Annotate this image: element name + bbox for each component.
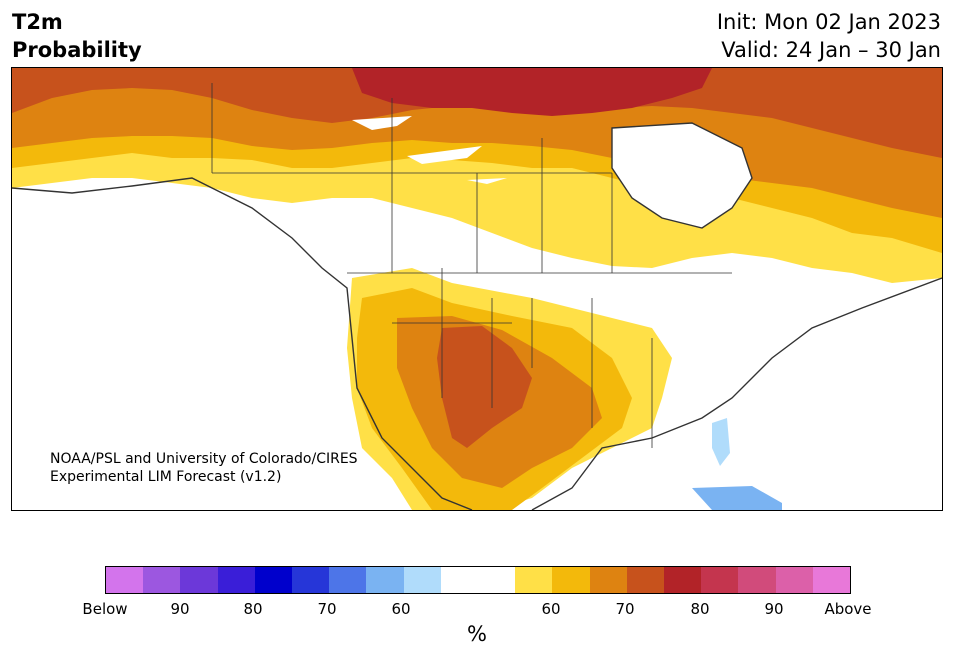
colorbar-cell [626,567,665,593]
region-80pct-north [352,68,712,116]
colorbar [105,566,851,594]
colorbar-cell [440,567,479,593]
map-graphic [12,68,942,510]
colorbar-tick-label: 90 [170,600,190,618]
colorbar-cell [478,567,516,593]
colorbar-tick-label: 80 [243,600,263,618]
region-below-60pct-cuba [692,486,782,510]
colorbar-tick-label: 70 [615,600,635,618]
valid-date: Valid: 24 Jan – 30 Jan [721,38,941,62]
colorbar-tick-label: 70 [317,600,337,618]
coastline [12,122,942,510]
credit-line-1: NOAA/PSL and University of Colorado/CIRE… [50,451,358,467]
title-type: Probability [12,38,142,62]
colorbar-cell [180,567,218,593]
colorbar-tick-label: Above [824,600,872,618]
colorbar-cell [701,567,739,593]
colorbar-tick-label: 60 [541,600,561,618]
colorbar-cell [775,567,813,593]
colorbar-tick-label: Below [82,600,128,618]
credit-line-2: Experimental LIM Forecast (v1.2) [50,469,282,485]
colorbar-cell [292,567,330,593]
colorbar-cell [254,567,293,593]
lake-1 [352,116,412,130]
colorbar-cell [106,567,144,593]
colorbar-cell [329,567,367,593]
forecast-map: NOAA/PSL and University of Colorado/CIRE… [11,67,943,511]
colorbar-cell [217,567,255,593]
region-75pct-north [12,68,942,158]
region-below-60pct-florida [712,418,730,466]
map-title: T2m Probability [12,8,142,64]
colorbar-cell [366,567,404,593]
colorbar-unit: % [467,622,487,646]
colorbar-tick-label: 80 [690,600,710,618]
colorbar-cell [812,567,851,593]
colorbar-cell [143,567,181,593]
colorbar-cell [403,567,441,593]
map-credit: NOAA/PSL and University of Colorado/CIRE… [50,450,358,486]
date-info: Init: Mon 02 Jan 2023 Valid: 24 Jan – 30… [717,8,941,64]
colorbar-tick-label: 60 [391,600,411,618]
colorbar-cell [589,567,627,593]
colorbar-cell [552,567,590,593]
colorbar-cell [664,567,702,593]
title-variable: T2m [12,10,63,34]
political-borders [211,83,732,448]
colorbar-cell [738,567,776,593]
hudson-bay [612,123,752,228]
lake-2 [407,146,482,164]
region-75pct-southwest [437,326,532,448]
colorbar-cell [515,567,553,593]
init-date: Init: Mon 02 Jan 2023 [716,10,941,34]
colorbar-tick-label: 90 [764,600,784,618]
